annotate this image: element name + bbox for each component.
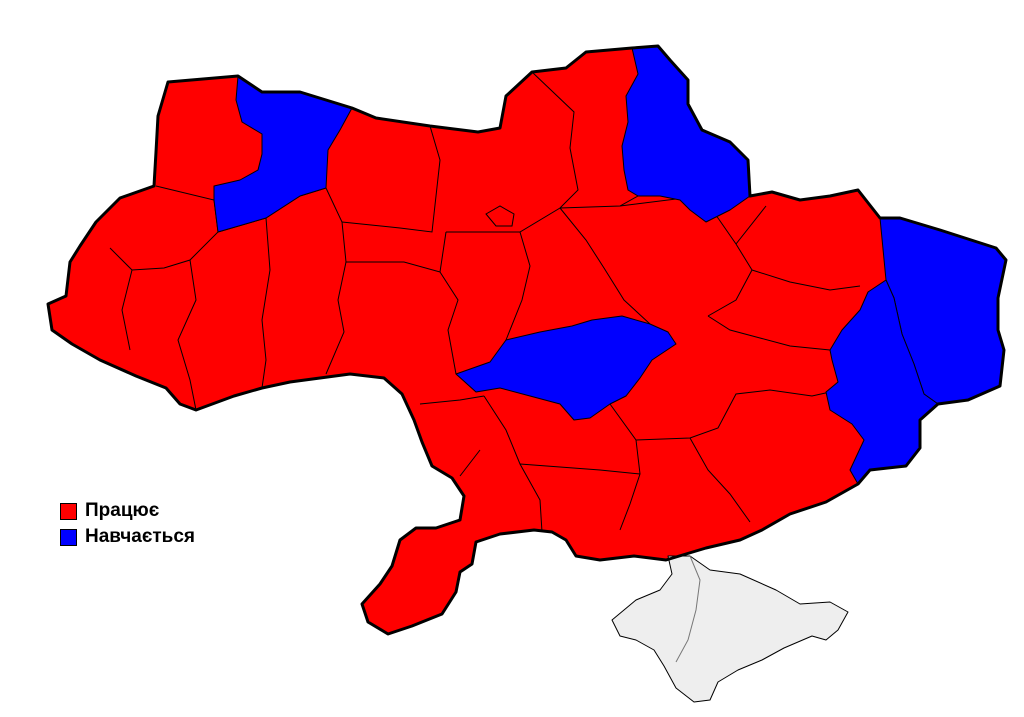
- legend-label-studying: Навчається: [85, 526, 195, 547]
- map-legend: Працює Навчається: [60, 498, 195, 550]
- legend-item-working: Працює: [60, 498, 195, 524]
- region-sumy: [621, 45, 751, 223]
- country-outline: [46, 44, 1008, 636]
- oblast-borders: [109, 71, 861, 533]
- legend-label-working: Працює: [85, 500, 160, 521]
- legend-item-studying: Навчається: [60, 524, 195, 550]
- legend-swatch-studying: [60, 528, 77, 546]
- region-crimea: [611, 555, 849, 703]
- legend-swatch-working: [60, 502, 77, 520]
- region-kirovohrad: [455, 315, 677, 421]
- region-donetsk: [825, 279, 939, 485]
